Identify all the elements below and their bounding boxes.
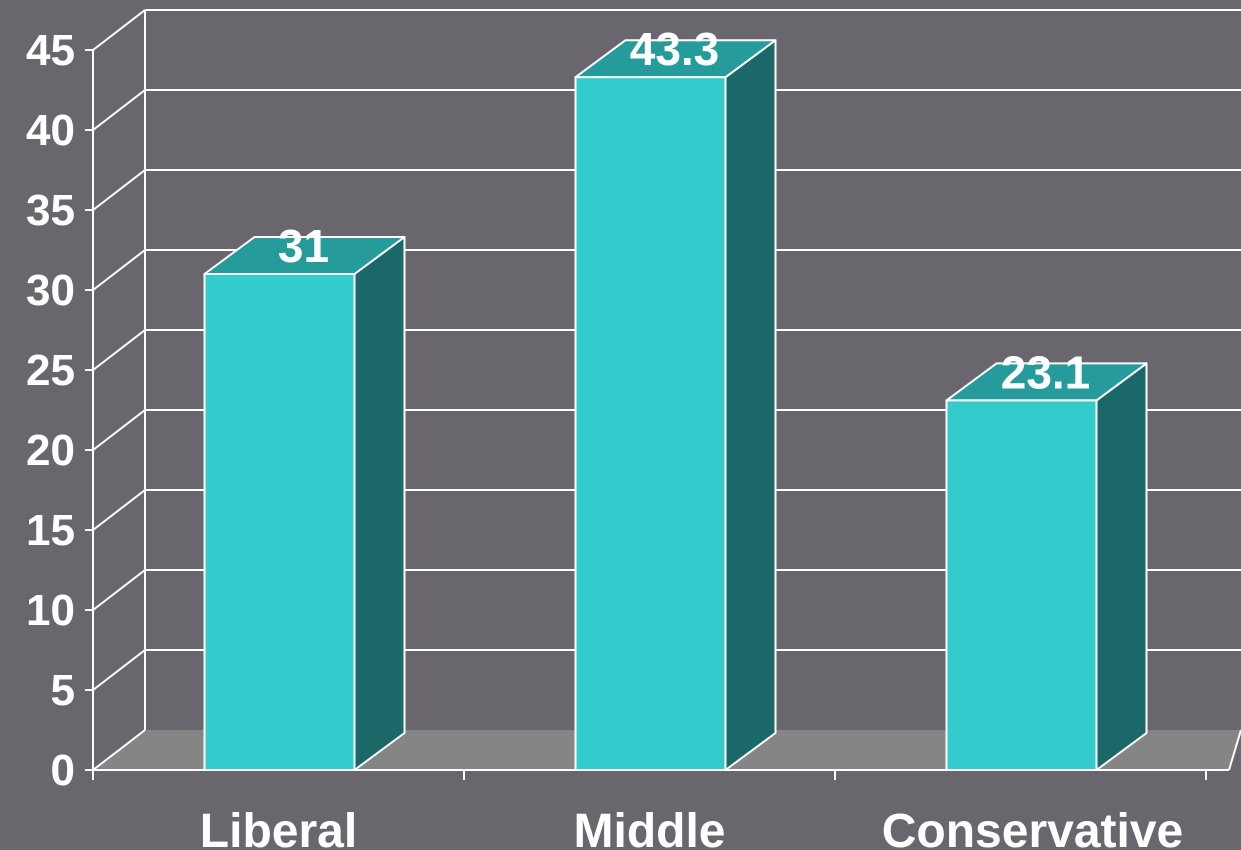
bars xyxy=(203,39,1148,771)
wall-gridline xyxy=(92,169,146,211)
data-label: 43.3 xyxy=(630,23,720,75)
y-tick-label: 15 xyxy=(26,506,75,555)
y-tick-label: 0 xyxy=(51,746,75,795)
wall-gridline xyxy=(92,569,146,611)
bar-side xyxy=(353,236,406,771)
floor-right-edge xyxy=(1228,729,1241,771)
y-tick-label: 30 xyxy=(26,266,75,315)
y-tick-label: 20 xyxy=(26,426,75,475)
wall-gridline xyxy=(92,489,146,531)
y-tick-label: 35 xyxy=(26,186,75,235)
wall-gridline xyxy=(92,329,146,371)
wall-gridline xyxy=(92,9,146,51)
bar-side xyxy=(724,39,777,771)
wall-gridline xyxy=(92,249,146,291)
bar xyxy=(574,76,727,771)
wall-gridline xyxy=(92,649,146,691)
x-category-label: Liberal xyxy=(200,805,357,850)
bar-side xyxy=(1095,362,1148,771)
bar xyxy=(203,273,356,771)
wall-gridline xyxy=(92,89,146,131)
y-tick-label: 10 xyxy=(26,586,75,635)
data-label: 31 xyxy=(278,220,329,272)
labels: 31 Liberal 43.3 Middle 23.1 Conservative xyxy=(200,23,1183,850)
wall-gridline xyxy=(92,729,146,771)
y-tick-label: 25 xyxy=(26,346,75,395)
bar xyxy=(945,399,1098,771)
y-tick-label: 45 xyxy=(26,26,75,75)
x-category-label: Conservative xyxy=(882,805,1183,850)
y-tick-label: 5 xyxy=(51,666,75,715)
wall-gridline xyxy=(92,409,146,451)
x-category-label: Middle xyxy=(574,805,726,850)
y-tick-label: 40 xyxy=(26,106,75,155)
data-label: 23.1 xyxy=(1001,346,1091,398)
